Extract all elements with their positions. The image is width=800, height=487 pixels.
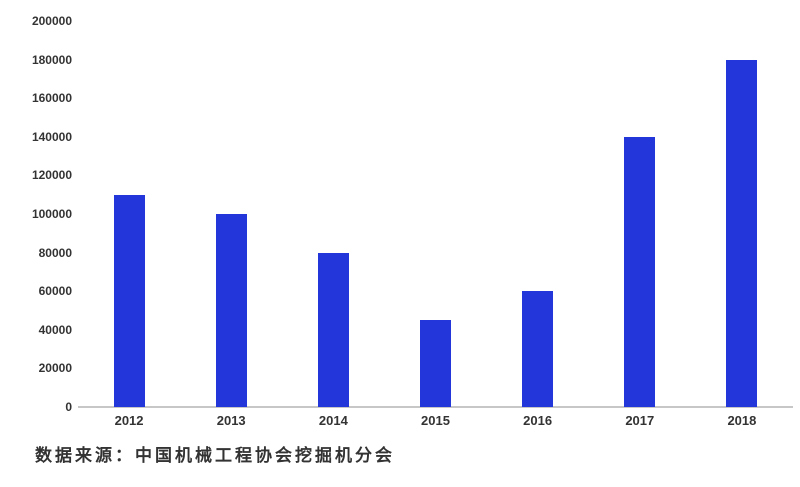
y-tick-label: 20000: [38, 361, 72, 376]
bar-2015: [420, 320, 451, 407]
y-tick-label: 120000: [31, 168, 72, 183]
x-tick-label-2013: 2013: [216, 413, 246, 428]
x-tick-label-2017: 2017: [625, 413, 655, 428]
plot-area: 0 20000 40000 60000 80000 100000 120000 140000 1…: [32, 14, 793, 428]
bar-2017: [624, 136, 656, 407]
y-tick-label: 40000: [38, 322, 72, 337]
bar-2014: [317, 252, 349, 407]
y-tick-label: 100000: [31, 207, 72, 221]
bar-2018: [726, 59, 758, 407]
x-tick-label-2018: 2018: [727, 413, 757, 428]
y-tick-label: 60000: [38, 284, 72, 299]
bar-2016: [522, 291, 554, 407]
x-tick-label-2016: 2016: [523, 413, 553, 428]
y-tick-label: 180000: [31, 52, 72, 67]
x-tick-label-2015: 2015: [421, 413, 450, 428]
bar-2012: [113, 194, 145, 407]
y-tick-label: 80000: [38, 245, 72, 260]
x-tick-label-2012: 2012: [114, 413, 144, 428]
y-tick-label: 200000: [31, 14, 72, 28]
bar-2013: [215, 214, 247, 407]
x-axis-line: [78, 406, 793, 408]
y-tick-label: 160000: [31, 91, 72, 106]
y-tick-label: 0: [65, 400, 72, 414]
x-tick-label-2014: 2014: [318, 413, 348, 428]
y-tick-label: 140000: [31, 129, 72, 144]
data-source-note: 数据来源：中国机械工程协会挖掘机分会: [35, 446, 395, 465]
